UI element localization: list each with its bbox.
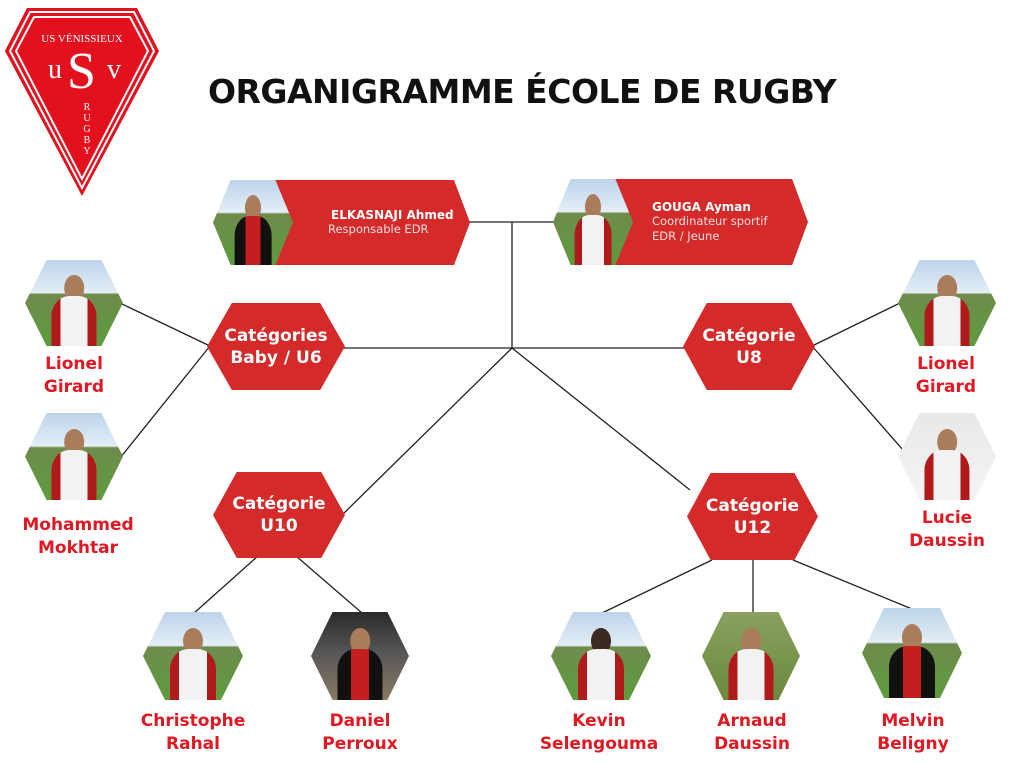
leader-name: ELKASNAJI Ahmed — [331, 208, 454, 222]
coach-name-melvin-beligny: Melvin Beligny — [877, 711, 949, 754]
coach-name-kevin-selengouma: Kevin Selengouma — [539, 711, 659, 754]
category-label: U10 — [260, 516, 298, 536]
leader-card-gouga: GOUGA Ayman Coordinateur sportif EDR / J… — [610, 179, 808, 265]
coach-name-lionel-girard-left: Lionel Girard — [43, 354, 105, 397]
svg-text:US VÉNISSIEUX: US VÉNISSIEUX — [41, 33, 122, 45]
category-u8: Catégorie U8 — [683, 303, 815, 390]
photo-gouga — [553, 179, 633, 265]
leader-role: Coordinateur sportif EDR / Jeune — [652, 214, 768, 243]
line-u12-melvin — [792, 559, 913, 610]
coach-name-mohammed-mokhtar: Mohammed Mokhtar — [22, 515, 134, 558]
coach-name-christophe-rahal: Christophe Rahal — [140, 711, 246, 754]
category-label: Catégorie — [705, 495, 800, 516]
line-u8-lionel — [811, 302, 901, 347]
photo-arnaud-daussin — [702, 612, 800, 700]
line-baby-mohammed — [119, 345, 211, 459]
svg-text:G: G — [83, 124, 90, 135]
line-u8-lucie — [811, 345, 911, 459]
leader-name: GOUGA Ayman — [652, 200, 751, 214]
category-label: U8 — [736, 347, 762, 368]
category-label: Catégorie — [232, 494, 326, 514]
category-label: Catégories — [224, 325, 328, 346]
svg-text:u: u — [48, 54, 62, 85]
svg-text:v: v — [107, 54, 121, 85]
line-baby-lionel — [119, 302, 211, 347]
svg-text:Y: Y — [83, 146, 90, 157]
line-u12-kevin — [599, 559, 713, 615]
line-u10 — [341, 347, 513, 516]
leader-role: Responsable EDR — [328, 222, 429, 236]
svg-text:U: U — [83, 113, 91, 124]
category-u12: Catégorie U12 — [687, 473, 818, 560]
photo-lucie-daussin — [898, 413, 996, 500]
photo-lionel-girard-left — [25, 260, 123, 346]
photo-kevin-selengouma — [551, 612, 651, 700]
svg-text:R: R — [84, 102, 91, 113]
photo-christophe-rahal — [143, 612, 243, 700]
photo-mohammed-mokhtar — [25, 413, 123, 500]
coach-name-daniel-perroux: Daniel Perroux — [322, 711, 398, 754]
coach-name-arnaud-daussin: Arnaud Daussin — [714, 711, 790, 754]
photo-elkasnaji — [213, 180, 293, 265]
photo-melvin-beligny — [862, 608, 962, 698]
svg-text:S: S — [67, 43, 96, 100]
category-label: Baby / U6 — [230, 347, 322, 368]
category-u10: Catégorie U10 — [213, 472, 345, 558]
line-u10-christophe — [192, 555, 259, 615]
coach-name-lionel-girard-right: Lionel Girard — [915, 354, 977, 397]
leader-card-elkasnaji: ELKASNAJI Ahmed Responsable EDR — [270, 180, 470, 265]
svg-text:B: B — [84, 135, 91, 146]
photo-lionel-girard-right — [898, 260, 996, 346]
coach-name-lucie-daussin: Lucie Daussin — [909, 508, 985, 551]
line-u12 — [511, 347, 691, 491]
page-title: ORGANIGRAMME ÉCOLE DE RUGBY — [207, 72, 837, 111]
line-u10-daniel — [295, 555, 363, 614]
category-baby-u6: Catégories Baby / U6 — [207, 303, 345, 390]
category-label: Catégorie — [702, 325, 796, 346]
photo-daniel-perroux — [311, 612, 409, 700]
category-label: U12 — [733, 517, 772, 538]
usv-logo: US VÉNISSIEUX u S v R U G B Y — [5, 8, 159, 196]
